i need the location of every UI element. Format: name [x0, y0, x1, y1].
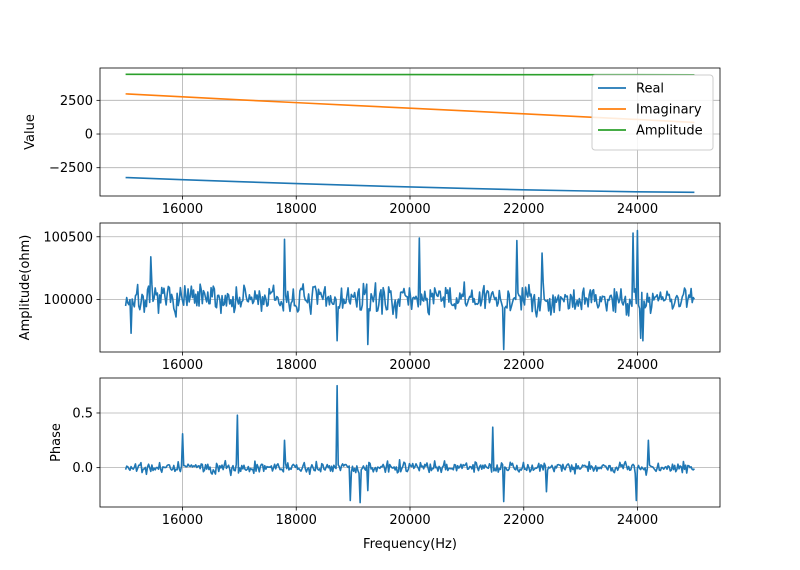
y-axis-label: Amplitude(ohm): [18, 235, 33, 341]
x-tick-label: 20000: [389, 358, 430, 373]
legend-label: Imaginary: [636, 103, 702, 118]
panel-3: 16000 18000 20000 22000 24000 0.0 0.5 Phase Freq…: [49, 377, 721, 552]
y-tick-label: 100000: [43, 293, 93, 308]
x-tick-label: 18000: [276, 358, 317, 373]
series-line-real: [125, 176, 695, 194]
x-tick-label: 22000: [503, 358, 544, 373]
x-tick-label: 18000: [276, 202, 317, 217]
x-tick-label: 24000: [617, 513, 658, 528]
panel-2: 16000 18000 20000 22000 24000 100000 100500 Amp…: [18, 222, 721, 373]
panel-1: 16000 18000 20000 22000 24000 −2500 0 2500 Value…: [23, 67, 721, 217]
y-tick-label: 2500: [60, 94, 93, 109]
x-tick-label: 20000: [389, 202, 430, 217]
x-tick-label: 16000: [162, 202, 203, 217]
y-tick-label: 100500: [43, 230, 93, 245]
x-tick-label: 22000: [503, 513, 544, 528]
legend-box: [591, 74, 714, 151]
legend: Real Imaginary Amplitude: [591, 74, 714, 151]
x-tick-label: 16000: [162, 358, 203, 373]
x-axis-label: Frequency(Hz): [363, 537, 457, 552]
series-line-1: [124, 384, 696, 504]
x-tick-label: 20000: [389, 513, 430, 528]
legend-label: Real: [636, 82, 664, 97]
x-tick-label: 24000: [617, 202, 658, 217]
x-tick-label: 16000: [162, 513, 203, 528]
y-axis-label: Phase: [49, 423, 64, 462]
y-tick-label: −2500: [49, 161, 93, 176]
legend-label: Amplitude: [636, 124, 703, 139]
series-line-1: [124, 229, 696, 351]
x-tick-label: 22000: [503, 202, 544, 217]
y-tick-label: 0.0: [72, 461, 93, 476]
y-axis-label: Value: [23, 114, 38, 150]
y-tick-label: 0: [85, 128, 93, 143]
x-tick-label: 18000: [276, 513, 317, 528]
y-tick-label: 0.5: [72, 406, 93, 421]
x-tick-label: 24000: [617, 358, 658, 373]
